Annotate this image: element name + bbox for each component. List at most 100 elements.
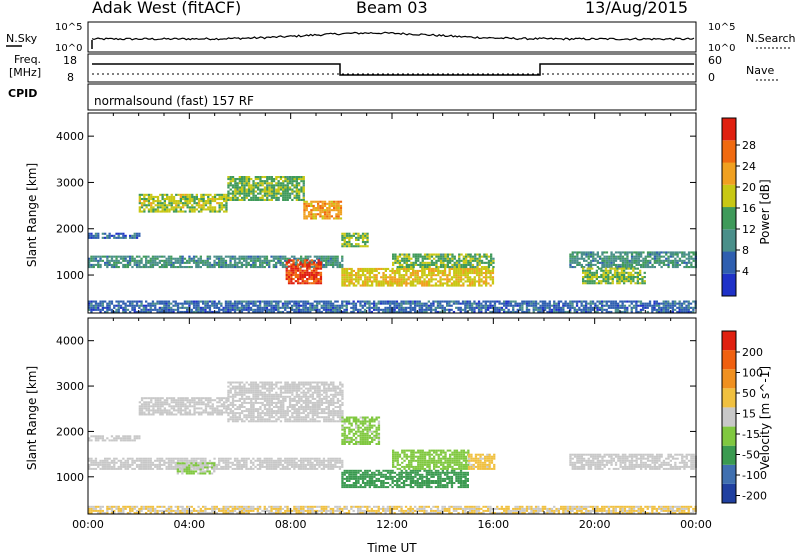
echo-cell [402, 300, 405, 303]
echo-cell [154, 261, 157, 264]
echo-cell [361, 274, 365, 277]
echo-cell [651, 310, 654, 313]
echo-cell [275, 255, 278, 258]
echo-cell [398, 284, 401, 287]
echo-cell [589, 263, 593, 266]
echo-cell [313, 300, 316, 303]
echo-cell [213, 300, 216, 303]
echo-cell [156, 202, 160, 205]
echo-cell [247, 180, 251, 183]
echo-cell [626, 255, 629, 258]
echo-cell [591, 308, 595, 311]
echo-cell [318, 465, 321, 468]
echo-cell [523, 310, 526, 313]
echo-cell [208, 306, 212, 309]
echo-cell [667, 308, 670, 311]
echo-cell [250, 190, 253, 193]
echo-cell [229, 461, 232, 464]
echo-cell [279, 457, 282, 460]
echo-cell [154, 403, 157, 406]
echo-cell [343, 238, 346, 241]
echo-cell [207, 403, 210, 406]
echo-cell [404, 310, 408, 313]
echo-cell [564, 300, 567, 303]
echo-cell [261, 188, 264, 191]
echo-cell [92, 467, 95, 470]
echo-cell [150, 206, 153, 209]
echo-cell [268, 461, 271, 464]
echo-cell [131, 255, 134, 258]
echo-cell [138, 202, 141, 205]
echo-cell [544, 304, 547, 307]
echo-cell [158, 457, 161, 460]
echo-cell [261, 176, 264, 179]
echo-cell [596, 266, 599, 269]
echo-cell [336, 300, 339, 303]
echo-cell [637, 304, 640, 307]
echo-cell [604, 267, 608, 270]
echo-cell [426, 257, 429, 260]
echo-cell [167, 306, 171, 309]
echo-cell [298, 196, 301, 199]
echo-cell [532, 308, 535, 311]
echo-cell [182, 206, 185, 209]
echo-cell [669, 259, 672, 262]
echo-cell [224, 255, 228, 258]
echo-cell [168, 195, 171, 198]
echo-cell [233, 467, 237, 470]
echo-cell [299, 267, 302, 270]
echo-cell [90, 232, 93, 235]
echo-cell [439, 278, 442, 281]
echo-cell [345, 300, 348, 303]
echo-cell [459, 267, 463, 270]
echo-cell [564, 310, 567, 313]
echo-cell [119, 257, 123, 260]
echo-cell [516, 304, 519, 307]
echo-cell [417, 255, 420, 258]
echo-cell [252, 261, 255, 264]
echo-cell [341, 243, 344, 246]
echo-cell [409, 267, 412, 270]
echo-cell [216, 198, 219, 201]
echo-cell [632, 306, 636, 309]
echo-cell [224, 308, 228, 311]
echo-cell [188, 300, 191, 303]
echo-cell [188, 413, 192, 416]
echo-cell [642, 304, 645, 307]
echo-cell [619, 266, 622, 269]
echo-cell [138, 266, 141, 269]
echo-cell [617, 304, 620, 307]
echo-cell [218, 409, 221, 412]
echo-cell [245, 261, 248, 264]
echo-cell [168, 413, 171, 416]
echo-cell [478, 278, 481, 281]
echo-cell [140, 210, 144, 213]
echo-cell [457, 280, 460, 283]
echo-cell [275, 302, 278, 305]
echo-cell [303, 265, 307, 268]
echo-cell [131, 266, 134, 269]
echo-cell [400, 306, 403, 309]
echo-cell [578, 251, 581, 254]
echo-cell [218, 308, 221, 311]
echo-cell [184, 202, 187, 205]
echo-cell [312, 209, 315, 212]
echo-cell [491, 278, 495, 281]
echo-cell [644, 259, 647, 262]
y-tick-label: 3000 [56, 176, 84, 189]
echo-cell [197, 413, 201, 416]
echo-cell [270, 467, 273, 470]
echo-cell [131, 457, 134, 460]
echo-cell [224, 310, 228, 313]
echo-cell [690, 263, 693, 266]
echo-cell [457, 267, 460, 270]
echo-cell [88, 459, 91, 462]
echo-cell [503, 310, 506, 313]
echo-cell [223, 403, 226, 406]
echo-cell [489, 272, 492, 275]
echo-cell [172, 202, 176, 205]
echo-cell [188, 193, 192, 196]
echo-cell [352, 284, 355, 287]
echo-cell [634, 271, 637, 274]
echo-cell [218, 461, 221, 464]
